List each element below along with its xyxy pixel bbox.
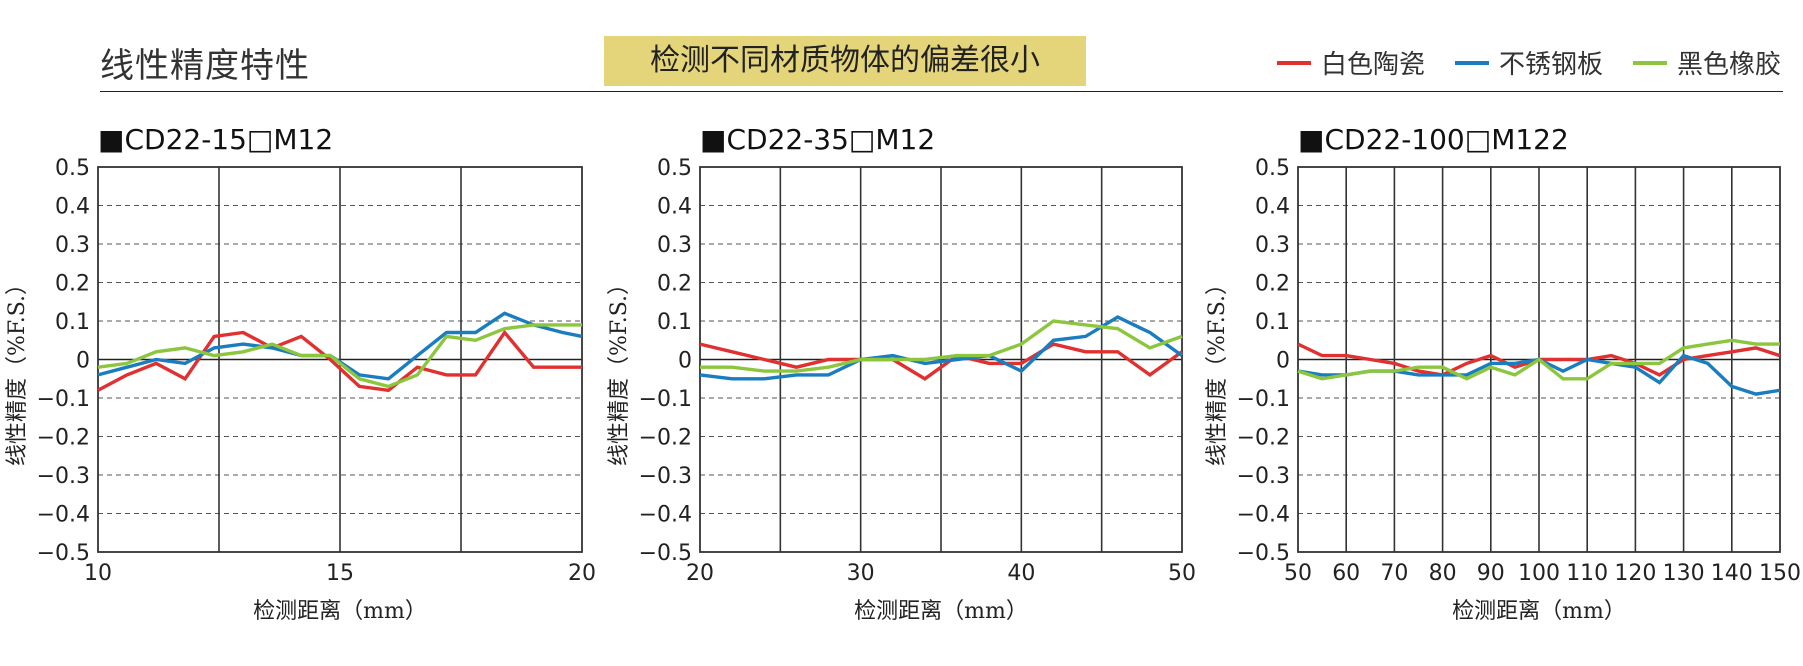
chart-panel-1: 0.5 0.4 0.3 0.2 0.1 0 −0.1 −0.2 −0.3 −0.4 −0.510 15…	[5, 123, 596, 624]
x-tick-label: 100	[1518, 561, 1560, 586]
headline-banner: 检测不同材质物体的偏差很小	[604, 36, 1086, 86]
y-tick-label: 0.1	[1255, 310, 1290, 335]
x-tick-label: 30	[847, 561, 875, 586]
legend-item-steel: 不锈钢板	[1454, 44, 1603, 81]
legend-item-rubber: 黑色橡胶	[1632, 44, 1781, 81]
y-tick-label: −0.3	[639, 464, 692, 489]
y-tick-label: 0.2	[55, 272, 90, 297]
y-tick-label: 0.5	[657, 156, 692, 181]
plot-frame	[699, 166, 1183, 553]
legend-label-steel: 不锈钢板	[1498, 50, 1603, 80]
x-tick-label: 20	[568, 561, 596, 586]
x-tick-label: 60	[1332, 561, 1360, 586]
y-tick-label: −0.4	[1237, 503, 1290, 528]
page-title: 线性精度特性	[100, 46, 310, 86]
y-tick-label: 0.5	[55, 156, 90, 181]
legend-label-ceramic: 白色陶瓷	[1320, 50, 1425, 80]
chart-title: ■CD22-15□M12	[98, 123, 333, 156]
y-tick-label: −0.2	[37, 426, 90, 451]
y-tick-label: −0.1	[1237, 387, 1290, 412]
y-tick-label: −0.3	[1237, 464, 1290, 489]
x-axis-title: 检测距离（mm）	[854, 599, 1028, 624]
x-tick-label: 50	[1284, 561, 1312, 586]
y-tick-label: −0.5	[37, 541, 90, 566]
chart-title: ■CD22-100□M122	[1298, 123, 1569, 156]
series-line-3	[1297, 338, 1780, 381]
y-tick-label: −0.5	[639, 541, 692, 566]
header-rule	[100, 91, 1783, 92]
y-axis-title: 线性精度（%F.S.）	[1205, 273, 1230, 466]
x-axis-title: 检测距离（mm）	[1452, 599, 1626, 624]
y-tick-label: −0.2	[639, 426, 692, 451]
x-tick-label: 15	[326, 561, 354, 586]
x-tick-label: 150	[1759, 561, 1801, 586]
x-tick-label: 120	[1614, 561, 1656, 586]
y-tick-label: 0.3	[55, 233, 90, 258]
legend-swatch-rubber	[1632, 60, 1667, 65]
x-tick-label: 80	[1429, 561, 1457, 586]
y-tick-label: 0	[678, 349, 692, 374]
x-axis-title: 检测距离（mm）	[253, 599, 427, 624]
y-tick-label: 0.1	[657, 310, 692, 335]
chart-title: ■CD22-35□M12	[700, 123, 935, 156]
x-tick-label: 20	[686, 561, 714, 586]
plot-frame	[1297, 166, 1781, 553]
y-tick-label: 0.3	[657, 233, 692, 258]
y-tick-label: 0.4	[1255, 195, 1290, 220]
y-tick-label: −0.1	[37, 387, 90, 412]
y-tick-label: −0.4	[639, 503, 692, 528]
series-line-3	[97, 323, 582, 389]
y-tick-label: 0.1	[55, 310, 90, 335]
y-tick-label: 0.3	[1255, 233, 1290, 258]
chart-panel-2: 0.5 0.4 0.3 0.2 0.1 0 −0.1 −0.2 −0.3 −0.4 −0.520 30…	[607, 123, 1196, 624]
series-line-3	[700, 319, 1183, 373]
x-tick-label: 110	[1566, 561, 1608, 586]
y-tick-label: −0.4	[37, 503, 90, 528]
y-axis-title: 线性精度（%F.S.）	[607, 273, 632, 466]
y-tick-label: −0.1	[639, 387, 692, 412]
y-tick-label: 0.2	[657, 272, 692, 297]
legend-swatch-steel	[1454, 60, 1489, 65]
y-tick-label: 0.4	[55, 195, 90, 220]
y-axis-title: 线性精度（%F.S.）	[5, 273, 30, 466]
x-tick-label: 40	[1007, 561, 1035, 586]
x-tick-label: 130	[1663, 561, 1705, 586]
x-tick-label: 70	[1380, 561, 1408, 586]
y-tick-label: 0.2	[1255, 272, 1290, 297]
legend-item-ceramic: 白色陶瓷	[1276, 44, 1425, 81]
y-tick-label: 0	[76, 349, 90, 374]
chart-panel-3: 0.5 0.4 0.3 0.2 0.1 0 −0.1 −0.2 −0.3 −0.4 −0.550 60…	[1205, 123, 1801, 624]
x-tick-label: 90	[1477, 561, 1505, 586]
legend-swatch-ceramic	[1276, 60, 1311, 65]
series-line-1	[699, 342, 1183, 381]
plot-frame	[97, 166, 583, 553]
y-tick-label: −0.3	[37, 464, 90, 489]
legend-label-rubber: 黑色橡胶	[1676, 50, 1781, 80]
x-tick-label: 140	[1711, 561, 1753, 586]
x-tick-label: 10	[84, 561, 112, 586]
x-tick-label: 50	[1168, 561, 1196, 586]
y-tick-label: 0.4	[657, 195, 692, 220]
y-tick-label: 0	[1276, 349, 1290, 374]
y-tick-label: −0.2	[1237, 426, 1290, 451]
y-tick-label: −0.5	[1237, 541, 1290, 566]
y-tick-label: 0.5	[1255, 156, 1290, 181]
legend: 白色陶瓷 不锈钢板 黑色橡胶	[1276, 44, 1781, 81]
series-line-1	[97, 329, 582, 393]
